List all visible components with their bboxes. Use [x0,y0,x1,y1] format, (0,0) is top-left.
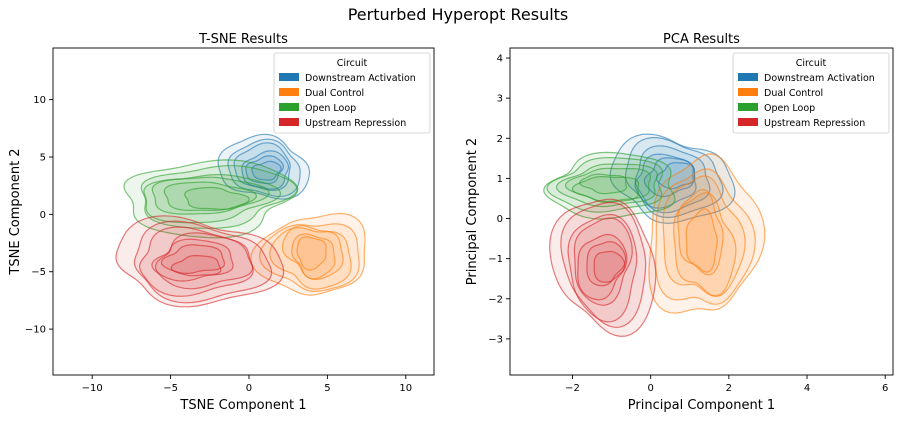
contour-level [673,192,737,297]
legend-swatch [279,88,299,96]
x-tick-label: 0 [246,383,252,394]
legend-entry: Upstream Repression [305,118,406,129]
contour-level [578,173,628,195]
legend-entry: Downstream Activation [764,73,875,84]
legend: Circuit Downstream Activation Dual Control… [732,52,890,134]
axes-frame [509,47,894,376]
x-tick-label: −2 [565,383,580,394]
y-tick-label: 0 [40,210,46,221]
legend-swatch [738,103,758,111]
legend-swatch [279,103,299,111]
legend-swatch [738,73,758,81]
contour-level [291,233,336,280]
legend-box [273,52,431,134]
legend-entry: Upstream Repression [764,118,865,129]
contour-level [281,225,344,280]
legend: Circuit Downstream Activation Dual Control… [273,52,431,134]
y-tick-label: 10 [33,95,46,106]
legend-title: Circuit [337,58,368,69]
y-axis-label: TSNE Component 2 [8,148,23,275]
contour-level [143,174,282,224]
contour-level [251,160,282,181]
x-tick-label: 0 [648,383,654,394]
contour-level [655,168,756,305]
contour-level [543,151,676,220]
x-tick-label: 6 [882,383,888,394]
legend-swatch [279,73,299,81]
y-tick-label: −5 [31,267,46,278]
series-downstream-activation [217,133,311,200]
contour-level [170,255,222,277]
y-tick-label: −10 [25,325,46,336]
y-tick-label: 5 [40,153,46,164]
x-tick-label: 2 [726,383,732,394]
contour-level [154,232,254,290]
plot-area [115,133,366,308]
legend-swatch [738,118,758,126]
y-tick-label: 0 [497,214,503,225]
series-open-loop [543,151,676,220]
legend-entry: Open Loop [764,103,815,114]
contour-level [677,188,724,276]
series-open-loop [123,159,299,239]
chart-title: PCA Results [663,32,740,47]
axes-frame [52,47,435,376]
contour-level [250,212,366,296]
x-tick-label: 5 [324,383,330,394]
x-tick-label: 10 [399,383,412,394]
contour-level [115,215,285,308]
contour-level [555,163,658,208]
series-upstream-repression [115,215,285,308]
contour-level [296,236,327,271]
y-tick-label: 1 [497,174,503,185]
y-tick-label: −1 [488,254,503,265]
contour-level [258,223,360,292]
legend-swatch [279,118,299,126]
y-axis-label: Principal Component 2 [465,138,480,285]
legend-swatch [738,88,758,96]
series-dual-control [250,212,366,296]
series-upstream-repression [549,198,657,338]
figure-title: Perturbed Hyperopt Results [348,5,569,24]
y-tick-label: 2 [497,134,503,145]
y-tick-label: −2 [488,294,503,305]
x-tick-label: −10 [82,383,103,394]
y-tick-label: −3 [488,334,503,345]
legend-box [732,52,890,134]
plot-area [543,133,766,338]
legend-entry: Open Loop [305,103,356,114]
panel-1: −10 −5 0 5 10 −10 −5 0 5 10 T-SNE Results TSNE Comp… [8,32,435,413]
contour-level [184,186,250,210]
chart-title: T-SNE Results [198,32,288,47]
x-axis-label: TSNE Component 1 [179,398,306,413]
contour-level [593,250,626,283]
y-tick-label: 4 [497,54,503,65]
x-axis-label: Principal Component 1 [628,398,775,413]
contour-level [573,217,633,306]
series-dual-control [648,153,766,314]
x-tick-label: −5 [163,383,178,394]
contour-level [549,198,657,338]
contour-level [560,201,647,328]
legend-entry: Dual Control [305,88,364,99]
contour-level [685,208,718,273]
legend-title: Circuit [796,58,827,69]
legend-entry: Downstream Activation [305,73,416,84]
contour-level [160,244,226,275]
panel-2: −2 0 2 4 6 −3 −2 −1 0 1 2 3 4 PCA Results Principal Co… [465,32,894,413]
legend-entry: Dual Control [764,88,823,99]
contour-level [577,233,628,301]
y-tick-label: 3 [497,94,503,105]
x-tick-label: 4 [804,383,810,394]
contour-level [648,153,766,314]
